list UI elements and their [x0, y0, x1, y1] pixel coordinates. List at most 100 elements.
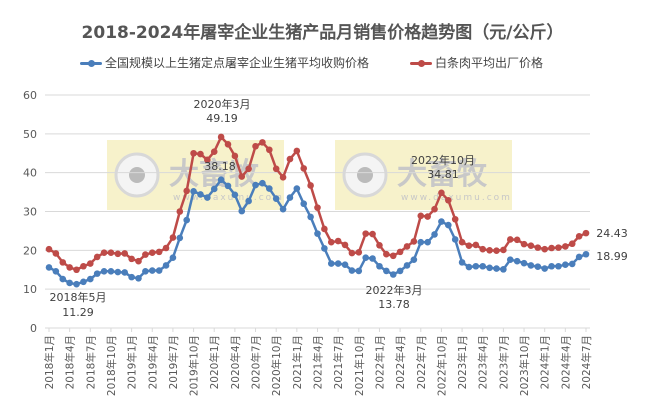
- data-point[interactable]: [500, 246, 507, 254]
- data-point[interactable]: [568, 240, 576, 248]
- data-point[interactable]: [279, 205, 287, 213]
- data-point[interactable]: [513, 236, 521, 244]
- data-point[interactable]: [369, 255, 376, 262]
- data-point[interactable]: [155, 267, 163, 274]
- data-point[interactable]: [162, 244, 170, 252]
- data-point[interactable]: [238, 173, 246, 180]
- data-point[interactable]: [527, 242, 535, 249]
- data-point[interactable]: [45, 264, 53, 271]
- data-point[interactable]: [252, 142, 259, 150]
- data-point[interactable]: [396, 267, 404, 275]
- data-point[interactable]: [169, 254, 177, 262]
- data-point[interactable]: [389, 271, 397, 278]
- data-point[interactable]: [451, 215, 459, 223]
- data-point[interactable]: [472, 262, 480, 270]
- data-point[interactable]: [162, 262, 170, 269]
- data-point[interactable]: [555, 262, 562, 270]
- data-point[interactable]: [541, 245, 548, 253]
- data-point[interactable]: [176, 208, 184, 215]
- data-point[interactable]: [272, 165, 280, 173]
- data-point[interactable]: [424, 238, 431, 246]
- data-point[interactable]: [107, 268, 115, 275]
- data-point[interactable]: [334, 260, 342, 267]
- data-point[interactable]: [148, 249, 156, 256]
- data-point[interactable]: [314, 204, 321, 211]
- data-point[interactable]: [59, 275, 67, 283]
- data-point[interactable]: [224, 182, 232, 190]
- data-point[interactable]: [562, 243, 569, 250]
- data-point[interactable]: [348, 267, 356, 274]
- data-point[interactable]: [307, 213, 314, 221]
- data-point[interactable]: [100, 268, 108, 275]
- data-point[interactable]: [128, 273, 135, 281]
- data-point[interactable]: [300, 200, 308, 208]
- data-point[interactable]: [73, 280, 80, 288]
- data-point[interactable]: [458, 259, 466, 266]
- data-point[interactable]: [300, 165, 308, 172]
- data-point[interactable]: [506, 236, 514, 243]
- data-point[interactable]: [362, 254, 369, 262]
- data-point[interactable]: [135, 257, 142, 265]
- data-point[interactable]: [575, 253, 583, 261]
- data-point[interactable]: [520, 240, 528, 248]
- data-point[interactable]: [403, 262, 411, 269]
- data-point[interactable]: [148, 267, 156, 274]
- data-point[interactable]: [135, 274, 142, 282]
- data-point[interactable]: [142, 268, 149, 275]
- data-point[interactable]: [80, 262, 87, 270]
- data-point[interactable]: [307, 182, 314, 189]
- data-point[interactable]: [383, 267, 390, 275]
- data-point[interactable]: [73, 266, 80, 274]
- data-point[interactable]: [527, 262, 535, 269]
- data-point[interactable]: [458, 238, 466, 246]
- data-point[interactable]: [445, 196, 452, 204]
- data-point[interactable]: [582, 250, 590, 258]
- data-point[interactable]: [224, 141, 232, 148]
- data-point[interactable]: [87, 260, 94, 267]
- data-point[interactable]: [107, 249, 115, 256]
- data-point[interactable]: [114, 268, 122, 276]
- data-point[interactable]: [245, 165, 252, 173]
- data-point[interactable]: [493, 247, 500, 255]
- data-point[interactable]: [541, 265, 548, 272]
- data-point[interactable]: [142, 251, 149, 258]
- data-point[interactable]: [348, 249, 356, 257]
- data-point[interactable]: [562, 261, 569, 269]
- data-point[interactable]: [327, 260, 335, 267]
- data-point[interactable]: [93, 253, 101, 261]
- data-point[interactable]: [190, 188, 197, 195]
- data-point[interactable]: [293, 147, 301, 155]
- data-point[interactable]: [321, 225, 328, 233]
- data-point[interactable]: [506, 256, 514, 263]
- data-point[interactable]: [500, 266, 507, 273]
- data-point[interactable]: [431, 205, 438, 213]
- data-point[interactable]: [286, 155, 294, 163]
- data-point[interactable]: [327, 238, 335, 246]
- data-point[interactable]: [451, 236, 459, 243]
- data-point[interactable]: [410, 238, 418, 245]
- legend-item-purchase-price[interactable]: 全国规模以上生猪定点屠宰企业生猪平均收购价格: [80, 54, 369, 71]
- data-point[interactable]: [272, 195, 280, 202]
- data-point[interactable]: [66, 279, 73, 287]
- data-point[interactable]: [66, 264, 73, 271]
- data-point[interactable]: [204, 194, 211, 201]
- data-point[interactable]: [534, 244, 542, 251]
- data-point[interactable]: [252, 181, 259, 189]
- data-point[interactable]: [520, 259, 528, 267]
- data-point[interactable]: [486, 264, 493, 272]
- data-point[interactable]: [582, 229, 590, 237]
- data-point[interactable]: [534, 263, 542, 270]
- data-point[interactable]: [493, 265, 500, 272]
- data-point[interactable]: [376, 262, 383, 270]
- data-point[interactable]: [362, 230, 369, 237]
- data-point[interactable]: [555, 244, 562, 251]
- data-point[interactable]: [568, 260, 576, 268]
- data-point[interactable]: [479, 245, 487, 253]
- data-point[interactable]: [266, 146, 273, 154]
- data-point[interactable]: [403, 243, 411, 250]
- data-point[interactable]: [438, 218, 445, 225]
- data-point[interactable]: [169, 234, 177, 241]
- data-point[interactable]: [245, 197, 252, 205]
- data-point[interactable]: [183, 216, 190, 224]
- data-point[interactable]: [52, 268, 60, 275]
